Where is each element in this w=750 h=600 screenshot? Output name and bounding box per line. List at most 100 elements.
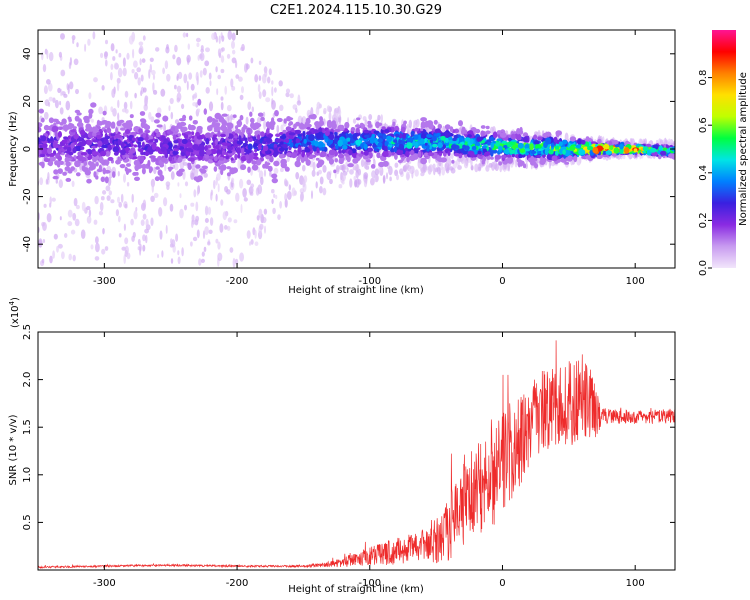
spectrogram-cell [273,193,276,198]
spectrogram-cell [335,165,340,173]
spectrogram-cell [41,51,44,61]
spectrogram-cell [222,151,228,155]
spectrogram-cell [279,104,284,112]
spectrogram-cell [208,72,212,80]
x-tick-label: 0 [499,276,505,287]
spectrogram-cell [144,151,150,157]
spectrogram-cell [420,157,427,165]
spectrogram-cell [111,121,116,129]
spectrogram-cell [437,142,443,149]
spectrogram-cell [237,159,241,170]
spectrogram-cell [40,135,47,142]
spectrogram-cell [339,126,345,132]
spectrogram-cell [200,45,204,51]
spectrogram-cell [355,124,361,128]
spectrogram-cell [86,205,91,211]
spectrogram-cell [315,123,319,130]
spectrogram-cell [110,43,115,52]
spectrogram-cell [51,197,56,202]
spectrogram-cell [179,193,182,199]
spectrogram-cell [265,121,271,128]
spectrogram-cell [384,145,388,152]
y-tick-label: 0 [22,146,33,152]
spectrogram-cell [299,122,304,128]
spectrogram-cell [337,153,345,159]
spectrogram-cell [190,241,193,247]
spectrogram-cell [61,251,65,260]
spectrogram-cell [122,67,127,77]
spectrogram-cell [209,124,216,128]
spectrogram-cell [251,106,254,113]
spectrogram-cell [426,144,430,149]
colorbar-label: Normalized spectral amplitude [738,72,749,226]
spectrogram-cell [53,233,58,240]
spectrogram-cell [453,152,460,157]
spectrogram-cell [555,145,560,150]
spectrogram-cell [207,144,212,149]
spectrogram-cell [558,141,563,147]
spectrogram-cell [163,197,168,207]
spectrogram-cell [194,92,198,99]
spectrogram-cell [312,161,316,171]
spectrogram-cell [422,163,428,173]
spectrogram-cell [213,166,218,172]
x-tick-label: -100 [358,578,381,589]
spectrogram-cell [133,60,138,68]
spectrogram-cell [477,153,485,159]
spectrogram-cell [196,125,203,131]
spectrogram-cell [279,201,282,209]
spectrogram-cell [322,187,327,196]
spectrogram-cell [270,126,275,130]
spectrogram-cell [232,257,236,268]
colorbar-tick-label: 0.4 [698,165,709,181]
spectrogram-cell [204,154,210,159]
spectrogram-cell [38,126,42,133]
spectrogram-cell [102,110,107,116]
spectrogram-cell [162,115,169,122]
spectrogram-cell [121,108,127,113]
spectrogram-cell [142,199,147,209]
spectrogram-cell [396,149,404,156]
spectrogram-cell [164,163,167,172]
spectrogram-cell [529,143,534,151]
spectrogram-cell [187,43,190,50]
spectrogram-cell [75,204,80,210]
spectrogram-cell [93,219,98,225]
spectrogram-cell [204,205,209,216]
spectrogram-cell [238,135,242,141]
spectrogram-cell [329,178,333,185]
spectrogram-cell [313,129,320,134]
spectrogram-cell [155,47,160,52]
spectrogram-cell [373,173,379,183]
spectrogram-cell [447,150,451,156]
spectrogram-cell [123,101,128,110]
spectrogram-cell [329,133,335,141]
spectrogram-cell [129,100,133,110]
spectrogram-cell [633,148,638,153]
spectrogram-cell [352,157,359,164]
spectrogram-cell [116,120,122,127]
spectrogram-cell [69,81,74,90]
spectrogram-cell [168,156,173,162]
spectrogram-cell [629,153,633,158]
spectrogram-cell [149,139,154,143]
spectrogram-cell [236,147,241,155]
spectrogram-cell [80,139,87,147]
spectrogram-cell [451,144,456,150]
spectrogram-cell [204,226,209,236]
spectrogram-cell [68,253,72,261]
spectrogram-cell [271,189,275,194]
spectrogram-cell [192,150,200,155]
spectrogram-cell [240,164,247,171]
spectrogram-cell [561,139,568,145]
spectrogram-cell [42,239,46,243]
spectrogram-cell [47,125,53,131]
spectrogram-cell [141,58,146,63]
spectrogram-cell [490,142,495,149]
spectrogram-cell [277,214,281,221]
spectrogram-cell [130,218,134,226]
spectrogram-cell [619,143,624,150]
spectrogram-cell [250,122,255,129]
spectrogram-cell [57,155,62,162]
spectrogram-cell [58,51,63,58]
